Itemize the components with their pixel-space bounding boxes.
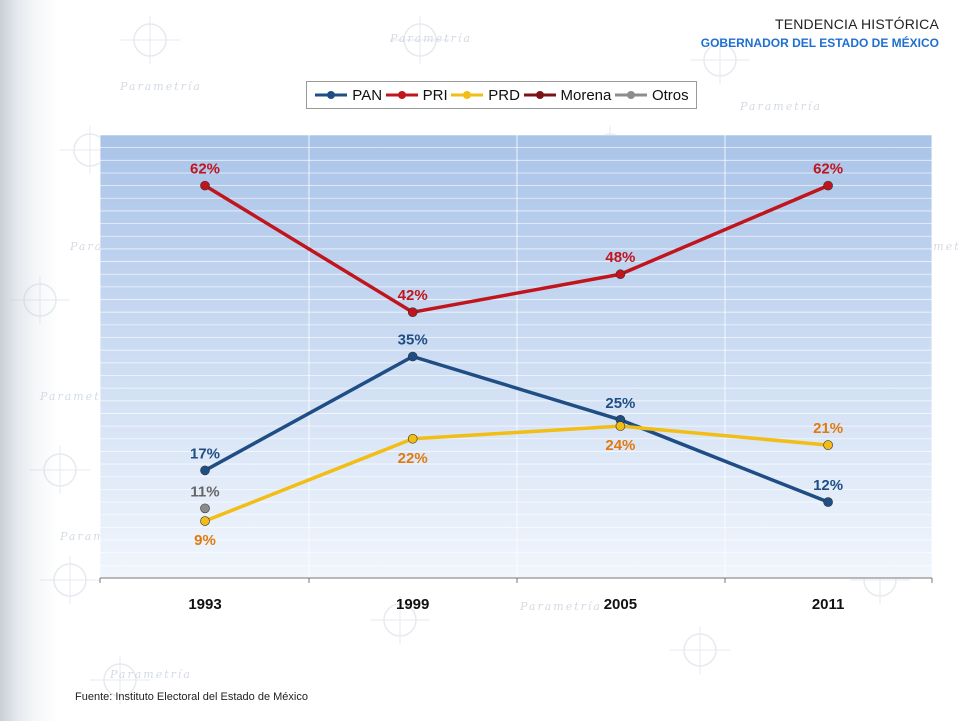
chart-legend: PAN PRI PRD Morena Otros xyxy=(306,81,697,109)
legend-label-otros: Otros xyxy=(651,86,689,104)
data-point-pan xyxy=(823,497,833,507)
data-label-pri: 48% xyxy=(605,249,635,266)
legend-item-otros: Otros xyxy=(614,87,689,104)
watermark-text: Parametría xyxy=(519,600,602,613)
watermark-glyph xyxy=(390,16,450,64)
data-label-prd: 9% xyxy=(194,532,216,549)
watermark-circle xyxy=(23,283,57,317)
legend-item-prd: PRD xyxy=(450,87,520,104)
data-label-pri: 42% xyxy=(398,287,428,304)
page-subtitle: GOBERNADOR DEL ESTADO DE MÉXICO xyxy=(700,36,939,50)
x-tick-label: 1993 xyxy=(188,596,221,613)
data-label-pan: 25% xyxy=(605,395,635,412)
data-point-pan xyxy=(200,465,210,476)
watermark-glyph xyxy=(690,36,750,84)
data-point-pan xyxy=(407,351,418,362)
data-label-pan: 35% xyxy=(398,332,428,349)
watermark-circle xyxy=(383,603,417,637)
data-point-prd xyxy=(615,421,626,431)
watermark-circle xyxy=(703,43,737,77)
data-point-prd xyxy=(407,433,418,444)
background-photo-strip xyxy=(0,0,58,721)
data-point-prd xyxy=(823,440,833,450)
watermark-circle xyxy=(683,633,717,667)
watermark-text: Parametría xyxy=(109,668,192,681)
legend-item-morena: Morena xyxy=(523,86,612,104)
series-line-pan xyxy=(204,354,829,504)
legend-marker-prd xyxy=(451,91,484,99)
series-line-prd xyxy=(204,424,829,523)
data-point-pri xyxy=(615,269,626,280)
watermark-circle xyxy=(403,23,437,57)
data-point-otros xyxy=(200,503,210,514)
data-label-pri: 62% xyxy=(813,161,843,178)
legend-marker-pan xyxy=(315,91,348,99)
legend-item-pan: PAN xyxy=(314,87,382,104)
watermark-text: Parametría xyxy=(739,100,822,113)
data-label-prd: 24% xyxy=(605,437,635,454)
source-note: Fuente: Instituto Electoral del Estado d… xyxy=(75,691,308,703)
watermark-glyph xyxy=(670,626,730,674)
data-point-pri xyxy=(407,307,418,318)
x-tick-label: 2011 xyxy=(812,596,845,613)
watermark-glyph xyxy=(40,556,100,604)
page-title: TENDENCIA HISTÓRICA xyxy=(774,16,939,32)
watermark-circle xyxy=(103,663,137,697)
watermark-glyph xyxy=(10,276,70,324)
legend-marker-morena xyxy=(523,91,556,99)
x-tick-label: 2005 xyxy=(604,596,637,613)
data-point-pri xyxy=(823,180,833,191)
watermark-glyph xyxy=(370,596,430,644)
legend-item-pri: PRI xyxy=(385,87,448,104)
x-tick-label: 1999 xyxy=(396,596,429,613)
data-label-prd: 21% xyxy=(813,420,843,437)
watermark-glyph xyxy=(30,446,90,494)
data-point-prd xyxy=(200,516,210,526)
legend-marker-otros xyxy=(614,91,647,99)
data-label-prd: 22% xyxy=(398,450,428,467)
plot-area xyxy=(100,135,932,578)
watermark-circle xyxy=(53,563,87,597)
data-label-pan: 17% xyxy=(190,445,220,462)
legend-label-pri: PRI xyxy=(422,86,448,104)
series-line-pri xyxy=(204,184,829,314)
watermark-text: Parametría xyxy=(119,80,202,93)
data-point-pri xyxy=(200,180,210,191)
watermark-text: Parametría xyxy=(389,32,472,45)
data-label-otros: 11% xyxy=(190,483,219,500)
watermark-circle xyxy=(133,23,167,57)
legend-label-morena: Morena xyxy=(560,86,612,104)
legend-label-pan: PAN xyxy=(352,86,383,104)
watermark-glyph xyxy=(90,656,150,704)
watermark-glyph xyxy=(120,16,180,64)
legend-label-prd: PRD xyxy=(488,86,520,104)
data-label-pan: 12% xyxy=(813,477,843,494)
legend-marker-pri xyxy=(385,91,418,99)
watermark-circle xyxy=(43,453,77,487)
data-label-pri: 62% xyxy=(190,161,220,178)
